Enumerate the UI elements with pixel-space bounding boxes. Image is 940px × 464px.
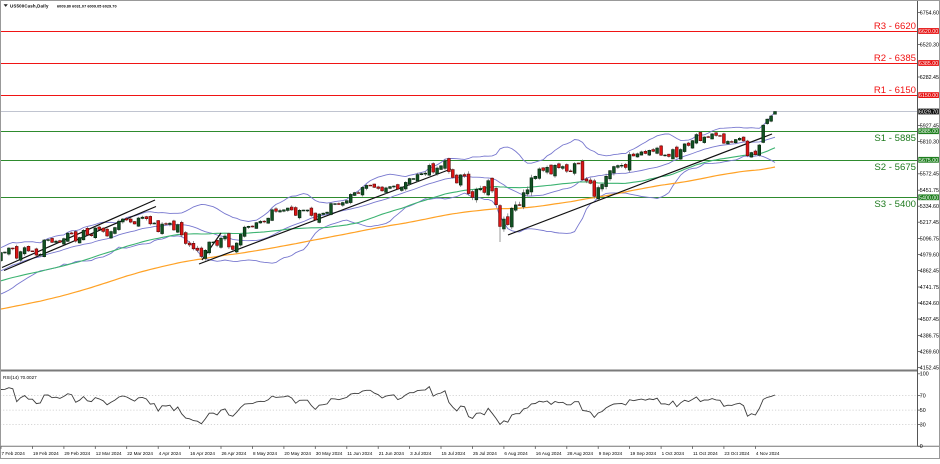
svg-text:9 Sep 2024: 9 Sep 2024 <box>599 451 623 456</box>
svg-text:5572.45: 5572.45 <box>920 172 939 178</box>
svg-text:7 Feb 2024: 7 Feb 2024 <box>2 451 26 456</box>
svg-text:4979.60: 4979.60 <box>920 253 939 259</box>
svg-text:6 Aug 2024: 6 Aug 2024 <box>504 451 528 456</box>
svg-text:5885.00: 5885.00 <box>919 129 938 135</box>
svg-text:4741.75: 4741.75 <box>920 285 939 291</box>
svg-text:4507.45: 4507.45 <box>920 317 939 323</box>
svg-text:S2 - 5675: S2 - 5675 <box>874 162 916 173</box>
svg-text:19 Feb 2024: 19 Feb 2024 <box>33 451 59 456</box>
svg-text:5334.60: 5334.60 <box>920 204 939 210</box>
svg-text:30 May 2024: 30 May 2024 <box>316 451 343 456</box>
svg-text:12 Mar 2024: 12 Mar 2024 <box>96 451 122 456</box>
svg-text:US500Cash,Daily: US500Cash,Daily <box>10 3 49 8</box>
svg-text:6520.30: 6520.30 <box>920 43 939 49</box>
svg-text:5927.45: 5927.45 <box>920 123 939 129</box>
svg-text:29 Feb 2024: 29 Feb 2024 <box>64 451 90 456</box>
svg-text:S3 - 5400: S3 - 5400 <box>874 199 916 210</box>
svg-text:5810.30: 5810.30 <box>920 139 939 145</box>
svg-text:8 May 2024: 8 May 2024 <box>253 451 277 456</box>
svg-text:21 Jun 2024: 21 Jun 2024 <box>379 451 405 456</box>
svg-text:6754.60: 6754.60 <box>920 11 939 17</box>
svg-text:28 Aug 2024: 28 Aug 2024 <box>567 451 593 456</box>
svg-text:19 Sep 2024: 19 Sep 2024 <box>630 451 657 456</box>
svg-text:6282.45: 6282.45 <box>920 75 939 81</box>
svg-text:22 Mar 2024: 22 Mar 2024 <box>127 451 153 456</box>
svg-text:4269.60: 4269.60 <box>920 349 939 355</box>
svg-text:R2 - 6385: R2 - 6385 <box>874 53 916 64</box>
svg-text:6150.00: 6150.00 <box>919 93 938 99</box>
svg-text:3 Jul 2024: 3 Jul 2024 <box>410 451 432 456</box>
svg-text:RSI(14) 70.0027: RSI(14) 70.0027 <box>3 375 37 380</box>
svg-text:5451.75: 5451.75 <box>920 188 939 194</box>
svg-text:15 Jul 2024: 15 Jul 2024 <box>442 451 466 456</box>
svg-text:6385.00: 6385.00 <box>919 61 938 67</box>
svg-text:23 Oct 2024: 23 Oct 2024 <box>724 451 749 456</box>
svg-text:11 Jun 2024: 11 Jun 2024 <box>347 451 372 456</box>
svg-text:30: 30 <box>920 422 926 428</box>
svg-text:R3 - 6620: R3 - 6620 <box>874 21 916 32</box>
svg-text:25 Jul 2024: 25 Jul 2024 <box>473 451 497 456</box>
svg-text:6009.80 6031.07 6009.05 6029.7: 6009.80 6031.07 6009.05 6029.70 <box>57 4 117 8</box>
svg-text:4624.60: 4624.60 <box>920 301 939 307</box>
svg-text:100: 100 <box>920 372 929 378</box>
svg-text:5675.00: 5675.00 <box>919 158 938 164</box>
svg-text:11 Oct 2024: 11 Oct 2024 <box>693 451 718 456</box>
svg-text:0: 0 <box>920 444 923 450</box>
svg-text:50: 50 <box>920 408 926 414</box>
svg-text:5400.00: 5400.00 <box>919 195 938 201</box>
svg-text:5096.75: 5096.75 <box>920 237 939 243</box>
svg-text:26 Apr 2024: 26 Apr 2024 <box>222 451 247 456</box>
svg-text:4 Apr 2024: 4 Apr 2024 <box>159 451 182 456</box>
svg-text:6620.00: 6620.00 <box>919 29 938 35</box>
svg-text:4386.75: 4386.75 <box>920 333 939 339</box>
svg-text:4862.45: 4862.45 <box>920 269 939 275</box>
svg-text:4152.45: 4152.45 <box>920 365 939 371</box>
svg-text:16 Apr 2024: 16 Apr 2024 <box>190 451 215 456</box>
svg-text:20 May 2024: 20 May 2024 <box>284 451 311 456</box>
svg-text:5217.45: 5217.45 <box>920 220 939 226</box>
svg-text:S1 - 5885: S1 - 5885 <box>874 133 916 144</box>
svg-text:6029.70: 6029.70 <box>919 110 938 116</box>
svg-text:4 Nov 2024: 4 Nov 2024 <box>756 451 780 456</box>
svg-text:16 Aug 2024: 16 Aug 2024 <box>536 451 562 456</box>
svg-text:70: 70 <box>920 393 926 399</box>
svg-text:1 Oct 2024: 1 Oct 2024 <box>662 451 685 456</box>
svg-text:R1 - 6150: R1 - 6150 <box>874 85 916 96</box>
